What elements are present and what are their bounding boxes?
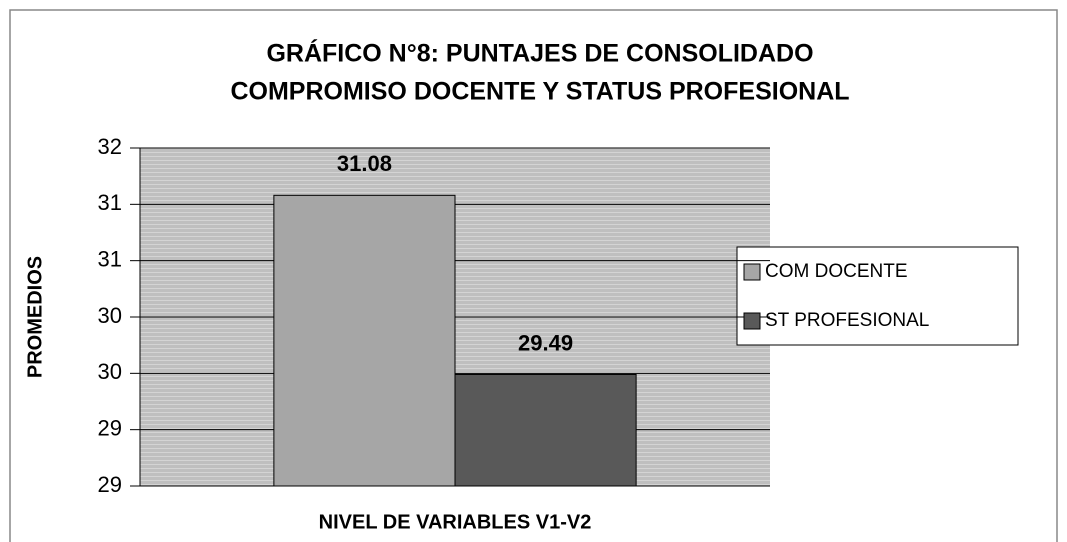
bar xyxy=(273,194,456,487)
legend-label: ST PROFESIONAL xyxy=(765,310,929,331)
y-tick-label: 29 xyxy=(98,415,122,440)
legend-swatch xyxy=(743,312,761,330)
bar xyxy=(454,373,637,487)
chart-title: COMPROMISO DOCENTE Y STATUS PROFESIONAL xyxy=(230,78,849,106)
x-axis-title: NIVEL DE VARIABLES V1-V2 xyxy=(319,511,592,533)
legend-swatch xyxy=(743,263,761,281)
chart-frame xyxy=(9,9,1058,542)
value-label: 31.08 xyxy=(337,151,392,176)
legend-label: COM DOCENTE xyxy=(765,261,908,282)
y-tick-label: 30 xyxy=(98,303,122,328)
y-tick-label: 31 xyxy=(98,246,122,271)
y-tick-label: 29 xyxy=(98,472,122,497)
y-tick-label: 31 xyxy=(98,190,122,215)
y-tick-label: 32 xyxy=(98,134,122,159)
y-tick-label: 30 xyxy=(98,359,122,384)
y-axis-title: PROMEDIOS xyxy=(24,256,46,378)
value-label: 29.49 xyxy=(518,330,573,355)
legend xyxy=(736,246,1019,346)
chart-title: GRÁFICO N°8: PUNTAJES DE CONSOLIDADO xyxy=(266,39,813,68)
